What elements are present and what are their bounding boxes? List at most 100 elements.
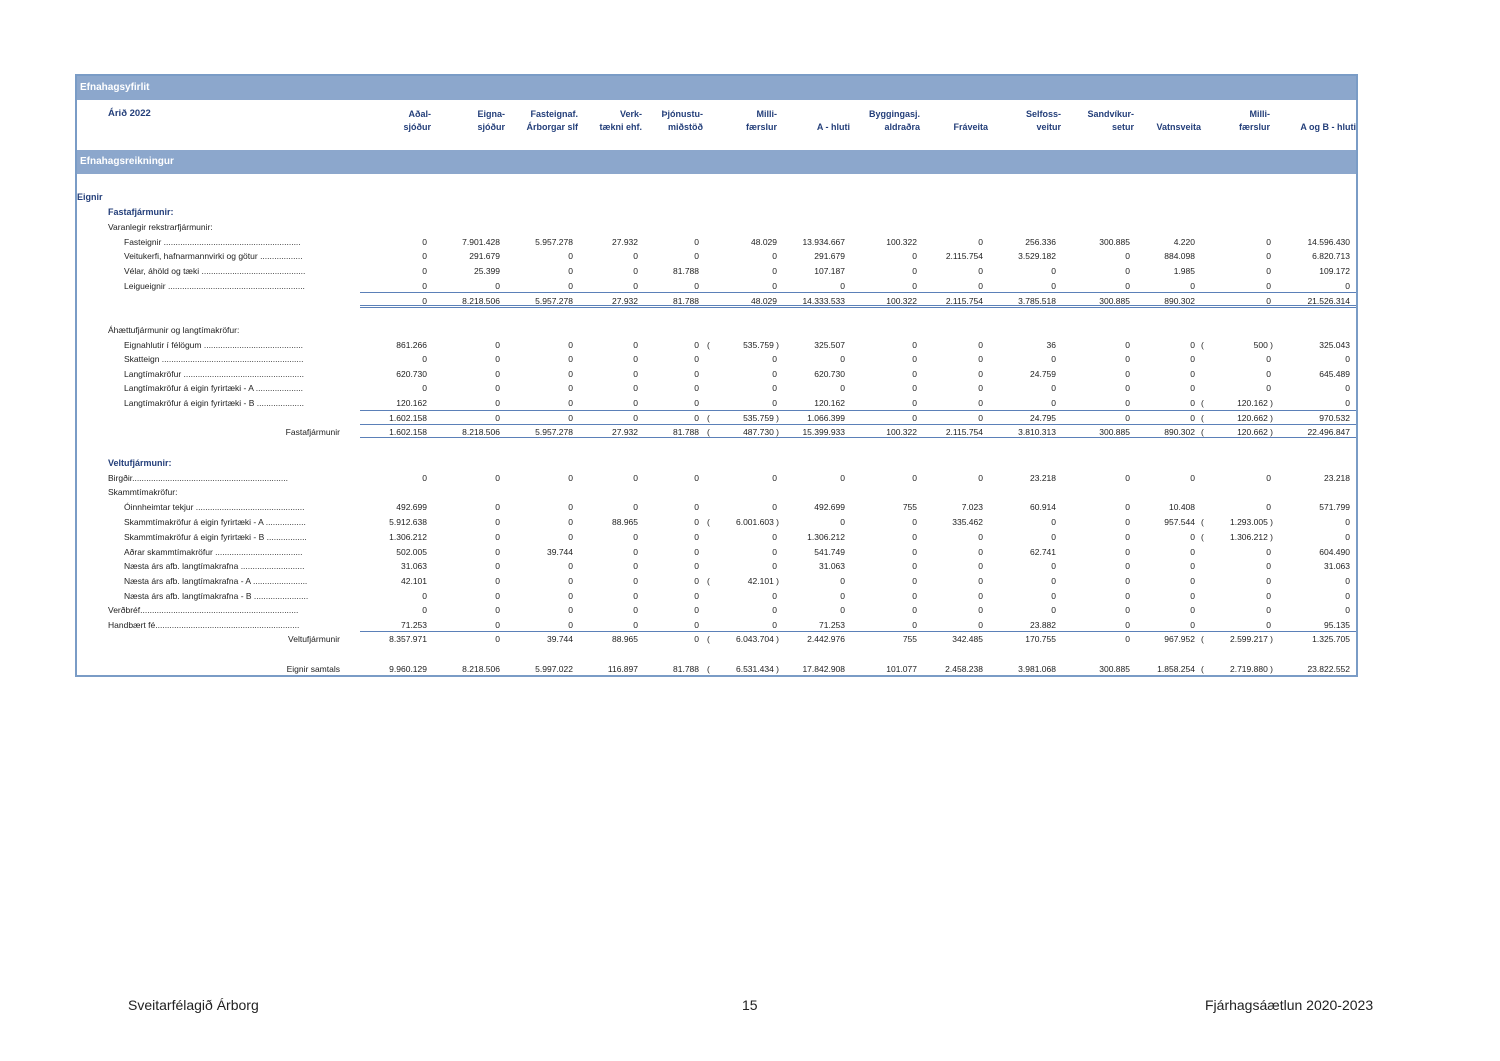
row-label: Næsta árs afb. langtímakrafna - B ......…: [124, 591, 309, 601]
table-cell: 0: [633, 383, 638, 393]
table-cell: 23.882: [1030, 620, 1056, 630]
table-cell: 0: [1125, 266, 1130, 276]
row-label: Langtímakröfur á eigin fyrirtæki - A ...…: [124, 383, 304, 393]
table-cell: 0: [772, 266, 777, 276]
table-cell: 0: [1125, 561, 1130, 571]
row-label: Skammtímakröfur:: [108, 487, 178, 497]
row-label: Veltufjármunir:: [108, 458, 172, 468]
table-cell: 1.858.254: [1157, 664, 1195, 674]
table-cell: 0: [978, 369, 983, 379]
table-cell: 0: [568, 354, 573, 364]
table-cell: 0: [1266, 473, 1271, 483]
table-cell: 0: [495, 340, 500, 350]
table-cell: 25.399: [474, 266, 500, 276]
table-cell: 88.965: [612, 517, 638, 527]
column-header: Fráveita: [953, 108, 988, 134]
table-cell: 88.965: [612, 634, 638, 644]
table-cell: 0: [568, 576, 573, 586]
table-cell: 0: [1125, 517, 1130, 527]
column-header: A og B - hluti: [1300, 108, 1356, 134]
table-cell: 0: [978, 281, 983, 291]
table-cell: 23.822.552: [1307, 664, 1350, 674]
table-cell: 0: [694, 634, 699, 644]
column-header: A - hluti: [817, 108, 850, 134]
table-cell: 81.788: [673, 296, 699, 306]
table-frame: [75, 74, 1358, 677]
table-cell: 0: [840, 281, 845, 291]
table-cell: 0: [978, 591, 983, 601]
table-cell: 0: [1266, 561, 1271, 571]
row-label: Skatteign ..............................…: [124, 354, 304, 364]
column-header-line1: Sandvíkur-: [1087, 109, 1134, 119]
table-cell: 0: [694, 473, 699, 483]
table-cell: 0: [568, 413, 573, 423]
row-label: Eignir: [77, 192, 103, 202]
table-cell: 0: [422, 251, 427, 261]
table-cell: 116.897: [607, 664, 638, 674]
table-cell: 6.820.713: [1312, 251, 1350, 261]
table-cell: 0: [840, 576, 845, 586]
table-cell: 0: [495, 561, 500, 571]
table-cell: 0: [1125, 383, 1130, 393]
table-cell: 0: [694, 354, 699, 364]
table-cell: 0: [568, 369, 573, 379]
footer-page-number: 15: [742, 997, 758, 1013]
table-cell: 1.306.212 ): [1229, 532, 1273, 542]
negative-paren: (: [1201, 340, 1204, 350]
table-cell: 0: [1125, 340, 1130, 350]
negative-paren: (: [1201, 427, 1204, 437]
table-cell: 0: [495, 383, 500, 393]
table-cell: 1.066.399: [807, 413, 845, 423]
table-cell: 0: [1190, 532, 1195, 542]
column-header-line2: færslur: [745, 122, 777, 132]
column-header: Milli-færslur: [1239, 108, 1270, 134]
table-cell: 7.901.428: [462, 237, 500, 247]
table-cell: 300.885: [1099, 237, 1130, 247]
table-cell: 0: [1345, 591, 1350, 601]
negative-paren: (: [1201, 664, 1204, 674]
table-cell: 0: [1051, 398, 1056, 408]
table-cell: 0: [1190, 547, 1195, 557]
column-header-line2: veitur: [1036, 122, 1061, 132]
table-cell: 0: [772, 591, 777, 601]
row-label: Næsta árs afb. langtímakrafna ..........…: [124, 561, 305, 571]
table-cell: 81.788: [673, 664, 699, 674]
table-cell: 0: [772, 354, 777, 364]
table-cell: 27.932: [612, 427, 638, 437]
table-cell: 0: [912, 281, 917, 291]
table-cell: 5.912.638: [389, 517, 427, 527]
table-cell: 0: [912, 398, 917, 408]
footer-right: Fjárhagsáætlun 2020-2023: [1205, 997, 1374, 1013]
table-cell: 291.679: [814, 251, 845, 261]
column-header-line2: færslur: [1238, 122, 1270, 132]
table-cell: 0: [1051, 576, 1056, 586]
table-cell: 0: [1051, 517, 1056, 527]
footer-left: Sveitarfélagið Árborg: [128, 997, 259, 1013]
table-cell: 890.302: [1164, 296, 1195, 306]
table-cell: 0: [694, 576, 699, 586]
column-header-line2: Vatnsveita: [1156, 122, 1201, 132]
table-cell: 0: [978, 473, 983, 483]
table-cell: 0: [1266, 296, 1271, 306]
table-cell: 0: [1125, 473, 1130, 483]
table-cell: 0: [495, 591, 500, 601]
table-cell: 0: [568, 517, 573, 527]
table-cell: 325.043: [1319, 340, 1350, 350]
table-cell: 0: [1125, 532, 1130, 542]
table-cell: 0: [495, 502, 500, 512]
table-cell: 0: [978, 266, 983, 276]
table-cell: 31.063: [1324, 561, 1350, 571]
table-cell: 0: [772, 605, 777, 615]
column-header-line1: [1156, 108, 1201, 121]
table-cell: 71.253: [401, 620, 427, 630]
table-cell: 0: [495, 517, 500, 527]
table-cell: 0: [772, 369, 777, 379]
table-cell: 120.662 ): [1237, 427, 1273, 437]
table-cell: 1.985: [1173, 266, 1195, 276]
table-cell: 0: [1345, 281, 1350, 291]
table-cell: 23.218: [1030, 473, 1056, 483]
table-cell: 2.115.754: [945, 427, 983, 437]
table-cell: 0: [1051, 561, 1056, 571]
table-cell: 0: [1051, 354, 1056, 364]
row-label: Skammtímakröfur á eigin fyrirtæki - A ..…: [124, 517, 306, 527]
